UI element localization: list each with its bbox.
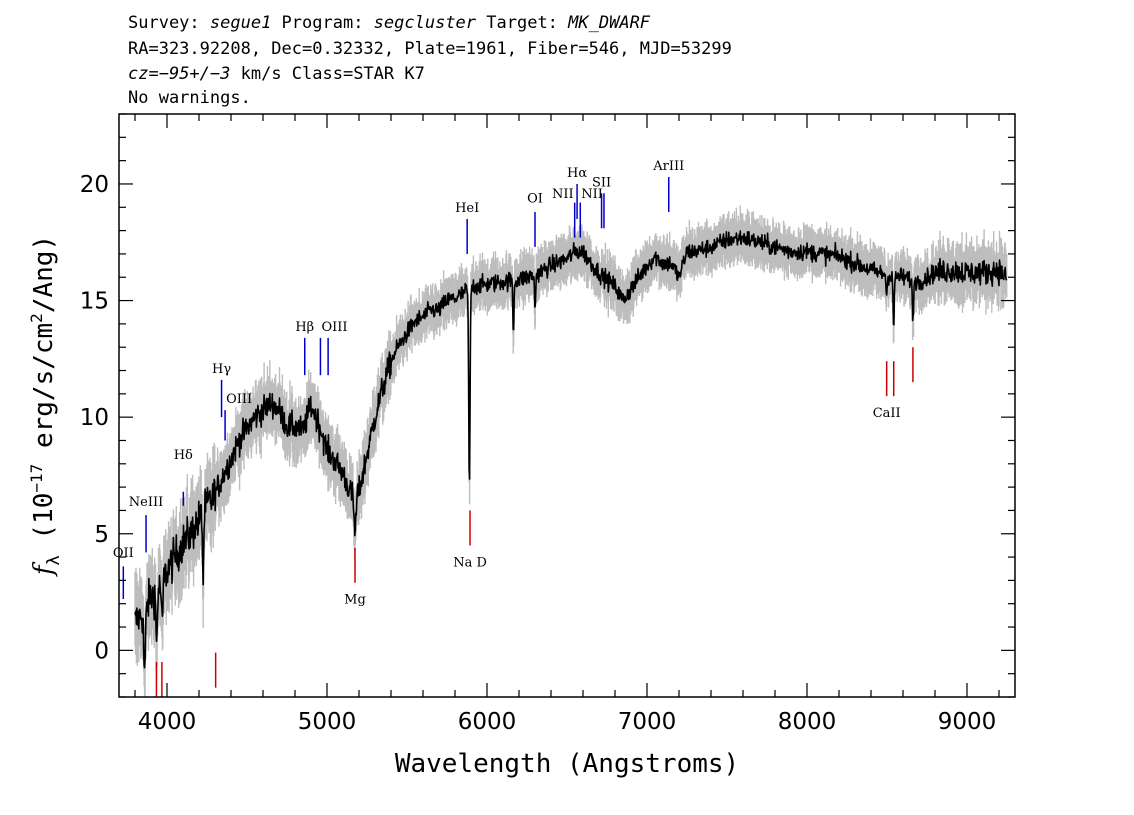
x-tick-label: 4000	[138, 709, 197, 735]
header-segment: Target:	[476, 13, 568, 33]
header-segment: km/s Class=STAR K7	[230, 64, 424, 84]
header-segment: −95+/−3	[159, 64, 231, 84]
x-tick-label: 9000	[938, 709, 997, 735]
emission-line-label: ArIII	[652, 159, 684, 174]
header-segment: MK_DWARF	[567, 13, 651, 33]
noise-series	[134, 205, 1008, 697]
emission-line-label: NII	[581, 187, 603, 202]
x-tick-label: 7000	[618, 709, 677, 735]
emission-line-label: OII	[113, 546, 134, 561]
axis-ticks: 4000 5000 6000 7000 8000 9000 0 5 10 15 20	[80, 113, 1015, 735]
emission-line-label: Hα	[567, 166, 587, 181]
emission-line-label: Hγ	[212, 362, 231, 377]
x-tick-label: 6000	[458, 709, 517, 735]
emission-line-label: OIII	[226, 392, 252, 407]
header-segment: Program:	[271, 13, 373, 33]
y-axis-title: fλ (10−17 erg/s/cm2/Ang)	[27, 235, 64, 577]
emission-line-label: OIII	[321, 320, 347, 335]
header-segment: cz=	[128, 64, 159, 84]
y-label-pre: (10	[29, 493, 59, 556]
emission-line-label: NeIII	[129, 495, 163, 510]
header-segment: Survey:	[128, 13, 210, 33]
emission-line-label: NII	[552, 187, 574, 202]
y-label-sub: λ	[44, 555, 64, 565]
emission-line-label: HeI	[455, 201, 479, 216]
y-label-exp: −17	[27, 464, 46, 493]
y-label-exp2: 2	[27, 313, 46, 323]
plot-frame	[118, 113, 1016, 698]
header-segment: segcluster	[374, 13, 477, 33]
y-tick-label: 10	[80, 405, 109, 431]
x-tick-label: 5000	[298, 709, 357, 735]
y-tick-label: 5	[94, 522, 109, 548]
header-segment: segue1	[210, 13, 271, 33]
emission-line-label: SII	[592, 175, 611, 190]
absorption-line-label: CaII	[873, 406, 901, 421]
noise-band	[134, 205, 1008, 697]
emission-line-label: OI	[527, 192, 543, 207]
x-axis-title: Wavelength (Angstroms)	[395, 749, 739, 779]
header-line-4: No warnings.	[128, 88, 251, 108]
y-tick-label: 20	[80, 172, 109, 198]
y-tick-label: 0	[94, 638, 109, 664]
flux-series-line	[134, 230, 1008, 669]
x-tick-label: 8000	[778, 709, 837, 735]
y-tick-label: 15	[80, 289, 109, 315]
emission-line-label: Hβ	[295, 320, 314, 335]
absorption-line-label: Mg	[344, 593, 366, 608]
header-line-2: RA=323.92208, Dec=0.32332, Plate=1961, F…	[128, 39, 732, 59]
header-line-3: cz=−95+/−3 km/s Class=STAR K7	[128, 64, 425, 84]
flux-series	[134, 230, 1008, 669]
absorption-line-label: Na D	[453, 555, 487, 570]
emission-line-label: Hδ	[174, 448, 193, 463]
y-label-post: /Ang)	[29, 235, 59, 313]
y-label-mid: erg/s/cm	[29, 323, 59, 464]
header-line-1: Survey: segue1 Program: segcluster Targe…	[128, 13, 651, 33]
header: Survey: segue1 Program: segcluster Targe…	[128, 13, 732, 108]
